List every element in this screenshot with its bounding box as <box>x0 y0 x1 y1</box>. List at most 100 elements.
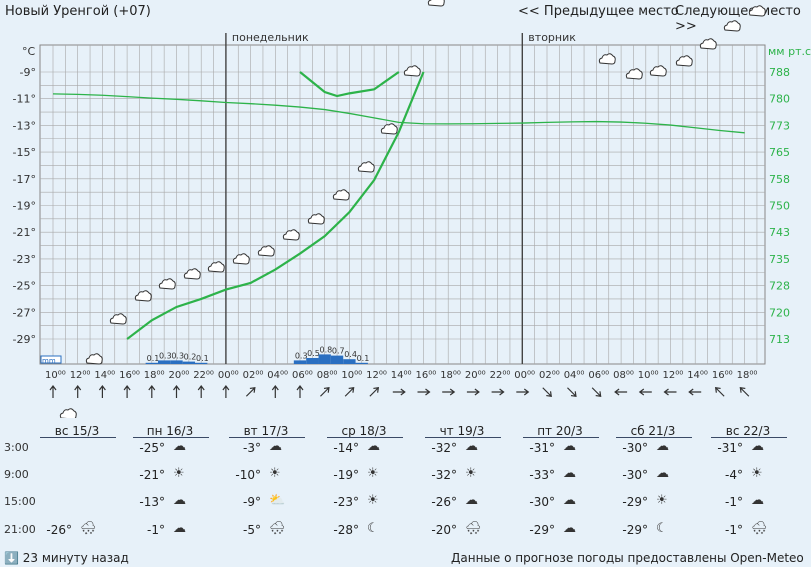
forecast-temp: -32° <box>431 468 457 482</box>
moon-icon: ☾ <box>656 521 668 536</box>
wind-arrow-icon <box>516 388 530 396</box>
precip-bar <box>306 358 319 364</box>
cloud-icon: ☁ <box>563 466 576 481</box>
right-axis-unit: мм рт.ст <box>768 45 811 58</box>
weather-chart: понедельник вторник °C -9° -11° -13° -15° -17° -… <box>13 0 811 418</box>
cloud-icon <box>357 161 375 173</box>
next-location-link[interactable]: Следующее место >> <box>675 4 801 34</box>
wind-arrow-icon <box>49 385 57 398</box>
forecast-temp: -28° <box>333 523 359 537</box>
forecast-temp: -10° <box>235 468 261 482</box>
forecast-temp: -23° <box>333 495 359 509</box>
forecast-temp: -14° <box>333 441 359 455</box>
day-label: вторник <box>528 31 576 44</box>
wind-arrow-icon <box>663 388 677 396</box>
sun-icon: ☀ <box>173 466 185 481</box>
cloud-icon <box>307 213 325 225</box>
wind-arrow-icon <box>688 388 702 396</box>
left-tick-label: -13° <box>13 119 36 132</box>
cloud-icon <box>403 65 421 77</box>
wind-arrow-icon <box>442 388 456 396</box>
right-tick-label: 758 <box>769 173 790 186</box>
cloud-icon <box>380 123 398 135</box>
cloud-icon <box>134 290 152 302</box>
wind-arrow-icon <box>320 387 330 397</box>
wind-arrow-icon <box>542 387 552 397</box>
day-header: пт 20/3 <box>537 424 583 438</box>
x-tick-label: 16⁰⁰ <box>119 370 140 381</box>
left-axis-unit: °C <box>22 45 36 58</box>
cloud-icon <box>207 261 225 273</box>
precip-bar <box>157 360 171 364</box>
precip-label: 0.4 <box>344 350 357 359</box>
precip-bar <box>355 362 368 364</box>
x-tick-label: 06⁰⁰ <box>292 370 313 381</box>
wind-arrow-icon <box>491 388 505 396</box>
wind-arrow-icon <box>123 385 131 398</box>
left-tick-label: -27° <box>13 306 36 319</box>
x-tick-label: 14⁰⁰ <box>391 370 412 381</box>
precip-bar <box>195 362 208 364</box>
cloud-icon: ☁ <box>563 493 576 508</box>
precip-bar <box>330 355 344 364</box>
cloud-icon: ☁ <box>751 439 764 454</box>
left-tick-label: -11° <box>13 93 36 106</box>
time-row-label: 9:00 <box>4 468 29 481</box>
day-header: чт 19/3 <box>439 424 485 438</box>
x-tick-label: 02⁰⁰ <box>243 370 264 381</box>
forecast-temp: -1° <box>725 523 743 537</box>
sun-icon: ☀ <box>751 466 763 481</box>
left-tick-label: -9° <box>20 66 36 79</box>
wind-arrow-icon <box>344 387 355 397</box>
x-tick-label: 12⁰⁰ <box>663 370 684 381</box>
left-tick-label: -17° <box>13 173 36 186</box>
precip-label: 0.5 <box>307 349 320 358</box>
precip-label: 0.2 <box>184 353 197 362</box>
forecast-temp: -5° <box>243 523 261 537</box>
sun-icon: ☀ <box>367 493 379 508</box>
wind-arrow-icon <box>173 385 180 398</box>
forecast-temp: -31° <box>717 441 743 455</box>
x-tick-label: 04⁰⁰ <box>267 370 288 381</box>
cloud-icon <box>699 38 717 50</box>
pressure-line <box>52 93 745 134</box>
precip-bar <box>182 361 196 364</box>
right-tick-label: 750 <box>769 200 790 213</box>
precip-label: 0.3 <box>295 351 308 360</box>
cloud-icon: ☁ <box>173 493 186 508</box>
cloud-icon: ☁ <box>751 493 764 508</box>
forecast-temp: -21° <box>139 468 165 482</box>
wind-arrow-icon <box>714 387 725 397</box>
cloud-icon <box>232 253 250 265</box>
sun-icon: ☀ <box>656 493 668 508</box>
forecast-temp: -29° <box>529 523 555 537</box>
x-tick-label: 02⁰⁰ <box>539 370 560 381</box>
wind-arrow-icon <box>271 385 279 398</box>
precip-label: 0.3 <box>159 351 172 360</box>
moon-icon: ☾ <box>367 521 379 536</box>
data-source-note: Данные о прогнозе погоды предоставлены O… <box>451 551 804 565</box>
x-tick-label: 20⁰⁰ <box>465 370 486 381</box>
day-label: понедельник <box>232 31 309 44</box>
x-tick-label: 06⁰⁰ <box>588 370 609 381</box>
day-underline <box>327 437 403 438</box>
prev-location-link[interactable]: << Предыдущее место <box>518 4 679 19</box>
wind-arrow-icon <box>74 385 82 398</box>
forecast-temp: -3° <box>243 441 261 455</box>
x-tick-label: 18⁰⁰ <box>737 370 758 381</box>
x-tick-label: 18⁰⁰ <box>440 370 461 381</box>
forecast-temp: -20° <box>431 523 457 537</box>
precip-label: 0.8 <box>320 345 333 354</box>
x-tick-label: 22⁰⁰ <box>490 370 511 381</box>
wind-arrow-icon <box>148 385 156 398</box>
precip-bar <box>170 360 183 364</box>
wind-arrow-icon <box>392 388 406 396</box>
precip-bar <box>343 359 356 364</box>
left-tick-label: -25° <box>13 280 36 293</box>
x-tick-label: 08⁰⁰ <box>317 370 338 381</box>
wind-arrow-icon <box>98 385 106 398</box>
cloud-icon <box>598 53 616 65</box>
forecast-temp: -9° <box>243 495 261 509</box>
forecast-temp: -30° <box>622 441 648 455</box>
right-tick-label: 780 <box>769 93 790 106</box>
